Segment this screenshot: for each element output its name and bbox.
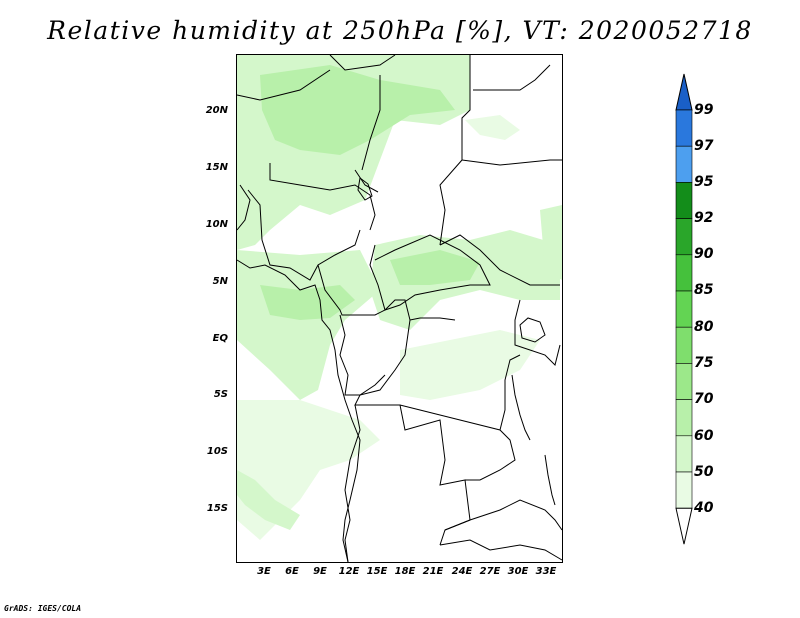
lake-victoria xyxy=(519,317,546,343)
colorbar-segment-75_80 xyxy=(675,326,693,364)
border-drc xyxy=(354,299,516,481)
lon-label-9e: 9E xyxy=(313,566,327,577)
lat-label-10n: 10N xyxy=(205,219,228,230)
humidity-field-north-strong xyxy=(260,65,455,155)
colorbar-label-60: 60 xyxy=(694,428,714,444)
border-cameroon xyxy=(317,244,386,316)
humidity-field-central-strong xyxy=(390,250,480,285)
colorbar-segment-90_92 xyxy=(675,218,693,256)
chart-title: Relative humidity at 250hPa [%], VT: 202… xyxy=(47,16,753,45)
lat-label-15n: 15N xyxy=(205,162,228,173)
colorbar-label-80: 80 xyxy=(694,319,714,335)
lat-label-15s: 15S xyxy=(206,503,228,514)
colorbar-segment-80_85 xyxy=(675,290,693,328)
border-sudan xyxy=(439,159,562,286)
coastline-west xyxy=(236,259,361,563)
colorbar-segment-70_75 xyxy=(675,363,693,400)
humidity-field-east xyxy=(540,205,562,280)
border-algeria-niger xyxy=(236,69,381,171)
lon-label-27e: 27E xyxy=(479,566,501,577)
colorbar-segment-40_50 xyxy=(675,471,693,509)
lon-label-18e: 18E xyxy=(394,566,416,577)
lon-label-6e: 6E xyxy=(285,566,299,577)
lake-chad xyxy=(357,177,373,201)
colorbar-segment-97_99 xyxy=(675,109,693,147)
lat-label-10s: 10S xyxy=(206,446,228,457)
colorbar-label-90: 90 xyxy=(694,246,714,262)
colorbar-label-97: 97 xyxy=(694,138,714,154)
lon-label-12e: 12E xyxy=(338,566,360,577)
lon-label-30e: 30E xyxy=(507,566,529,577)
lon-label-24e: 24E xyxy=(451,566,473,577)
colorbar xyxy=(675,73,693,545)
nile-delta-coast xyxy=(473,64,551,91)
colorbar-cap-bottom xyxy=(675,507,693,545)
lon-label-15e: 15E xyxy=(366,566,388,577)
colorbar-segment-92_95 xyxy=(675,182,693,219)
lake-malawi xyxy=(544,454,556,506)
colorbar-segment-50_60 xyxy=(675,435,693,473)
coastline-sahel xyxy=(236,169,379,231)
border-car xyxy=(374,234,491,311)
colorbar-segment-60_70 xyxy=(675,399,693,437)
lat-label-eq: EQ xyxy=(212,333,228,344)
border-zambia xyxy=(439,499,563,561)
colorbar-segment-85_90 xyxy=(675,254,693,292)
humidity-field-southwest-band xyxy=(237,470,300,530)
lat-label-5n: 5N xyxy=(212,276,228,287)
colorbar-label-75: 75 xyxy=(694,355,714,371)
map-frame xyxy=(236,54,563,563)
humidity-field-west-strong xyxy=(260,285,355,320)
humidity-field-sahel xyxy=(465,115,520,140)
congo-river xyxy=(409,317,456,321)
colorbar-label-70: 70 xyxy=(694,391,714,407)
colorbar-label-95: 95 xyxy=(694,174,714,190)
lat-label-20n: 20N xyxy=(205,105,228,116)
country-borders xyxy=(236,54,563,563)
lon-label-21e: 21E xyxy=(422,566,444,577)
humidity-shading xyxy=(237,55,562,540)
lat-label-5s: 5S xyxy=(213,389,228,400)
border-nigeria xyxy=(247,189,361,281)
colorbar-cap-top xyxy=(675,73,693,111)
colorbar-segment-95_97 xyxy=(675,145,693,183)
lake-tanganyika xyxy=(511,374,531,441)
border-congo xyxy=(339,314,386,396)
colorbar-label-40: 40 xyxy=(694,500,714,516)
lon-label-3e: 3E xyxy=(257,566,271,577)
colorbar-label-99: 99 xyxy=(694,102,714,118)
colorbar-label-50: 50 xyxy=(694,464,714,480)
border-east-africa xyxy=(499,299,561,431)
credit-text: GrADS: IGES/COLA xyxy=(4,604,82,613)
lon-label-33e: 33E xyxy=(535,566,557,577)
humidity-field-congo xyxy=(400,330,540,400)
border-niger-chad xyxy=(269,163,376,231)
colorbar-label-92: 92 xyxy=(694,210,714,226)
colorbar-label-85: 85 xyxy=(694,282,714,298)
